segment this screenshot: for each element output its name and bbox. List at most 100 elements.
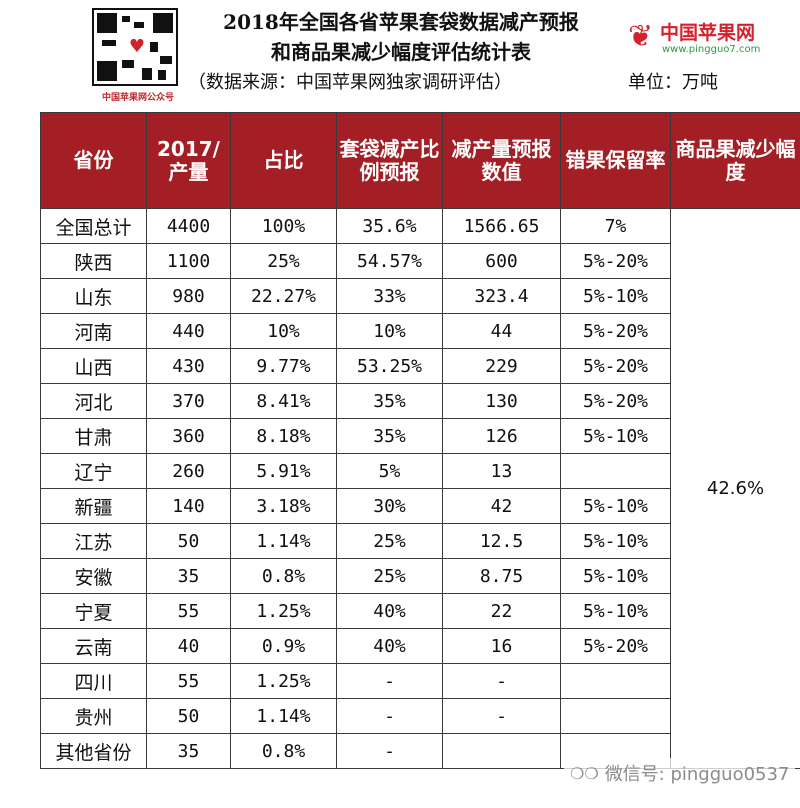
output-cell: 260: [146, 453, 231, 489]
watermark-text: 微信号: pingguo0537: [604, 764, 790, 785]
logo-url: www.pingguo7.com: [662, 44, 761, 55]
province-cell: 江苏: [40, 523, 147, 559]
bag-cut-cell: 30%: [336, 488, 443, 524]
table-row: 宁夏 55 1.25% 40% 22 5%-10%: [40, 593, 800, 629]
cut-amount-cell: 130: [442, 383, 561, 419]
qr-caption: 中国苹果网公众号: [101, 93, 174, 103]
retention-cell: 5%-20%: [560, 628, 671, 664]
share-cell: 9.77%: [230, 348, 337, 384]
bag-cut-cell: 54.57%: [336, 243, 443, 279]
cut-amount-cell: 44: [442, 313, 561, 349]
cut-amount-cell: 600: [442, 243, 561, 279]
bag-cut-cell: -: [336, 733, 443, 769]
province-cell: 辽宁: [40, 453, 147, 489]
bag-cut-cell: 25%: [336, 558, 443, 594]
output-cell: 370: [146, 383, 231, 419]
table-row: 安徽 35 0.8% 25% 8.75 5%-10%: [40, 558, 800, 594]
cut-amount-cell: 13: [442, 453, 561, 489]
cut-amount-cell: -: [442, 698, 561, 734]
table-row: 全国总计 4400 100% 35.6% 1566.65 7% 42.6%: [40, 208, 800, 769]
share-cell: 0.8%: [230, 558, 337, 594]
province-cell: 宁夏: [40, 593, 147, 629]
cut-amount-cell: 229: [442, 348, 561, 384]
cut-amount-cell: 323.4: [442, 278, 561, 314]
province-cell: 山东: [40, 278, 147, 314]
table-header-row: 省份 2017/产量 占比 套袋减产比例预报 减产量预报数值 错果保留率 商品果…: [40, 112, 800, 209]
retention-cell: 5%-10%: [560, 278, 671, 314]
cut-amount-cell: 42: [442, 488, 561, 524]
province-cell: 全国总计: [40, 208, 147, 244]
province-cell: 云南: [40, 628, 147, 664]
column-header: 商品果减少幅度: [670, 112, 800, 209]
output-cell: 1100: [146, 243, 231, 279]
apple-heart-icon: ♥: [128, 36, 146, 57]
output-cell: 55: [146, 663, 231, 699]
retention-cell: 5%-20%: [560, 383, 671, 419]
page-title-line2: 和商品果减少幅度评估统计表: [271, 40, 531, 64]
retention-cell: [560, 698, 671, 734]
output-cell: 55: [146, 593, 231, 629]
column-header: 占比: [230, 112, 337, 209]
table-row: 贵州 50 1.14% - -: [40, 698, 800, 734]
retention-cell: 7%: [560, 208, 671, 244]
bag-cut-cell: 35%: [336, 383, 443, 419]
output-cell: 40: [146, 628, 231, 664]
cut-amount-cell: 126: [442, 418, 561, 454]
share-cell: 1.14%: [230, 698, 337, 734]
share-cell: 8.41%: [230, 383, 337, 419]
cut-amount-cell: 1566.65: [442, 208, 561, 244]
output-cell: 4400: [146, 208, 231, 244]
cut-amount-cell: 12.5: [442, 523, 561, 559]
unit-label: 单位：万吨: [628, 72, 718, 93]
output-cell: 440: [146, 313, 231, 349]
bag-cut-cell: 40%: [336, 628, 443, 664]
wechat-icon: ❍❍: [570, 763, 599, 783]
table-row: 河南 440 10% 10% 44 5%-20%: [40, 313, 800, 349]
output-cell: 140: [146, 488, 231, 524]
share-cell: 3.18%: [230, 488, 337, 524]
province-cell: 其他省份: [40, 733, 147, 769]
brand-logo: ❦ 中国苹果网 www.pingguo7.com: [628, 18, 792, 62]
output-cell: 430: [146, 348, 231, 384]
share-cell: 0.9%: [230, 628, 337, 664]
retention-cell: 5%-20%: [560, 313, 671, 349]
share-cell: 100%: [230, 208, 337, 244]
column-header: 减产量预报数值: [442, 112, 561, 209]
bag-cut-cell: 40%: [336, 593, 443, 629]
bag-cut-cell: -: [336, 663, 443, 699]
data-source-note: （数据来源：中国苹果网独家调研评估）: [188, 72, 512, 93]
output-cell: 360: [146, 418, 231, 454]
apple-logo-icon: ❦: [628, 19, 654, 54]
output-cell: 980: [146, 278, 231, 314]
output-cell: 35: [146, 558, 231, 594]
retention-cell: 5%-10%: [560, 523, 671, 559]
table-row: 山东 980 22.27% 33% 323.4 5%-10%: [40, 278, 800, 314]
bag-cut-cell: 35%: [336, 418, 443, 454]
share-cell: 0.8%: [230, 733, 337, 769]
bag-cut-cell: 5%: [336, 453, 443, 489]
retention-cell: 5%-20%: [560, 243, 671, 279]
cut-amount-cell: -: [442, 663, 561, 699]
output-cell: 50: [146, 523, 231, 559]
share-cell: 1.25%: [230, 593, 337, 629]
province-cell: 安徽: [40, 558, 147, 594]
share-cell: 25%: [230, 243, 337, 279]
table-row: 河北 370 8.41% 35% 130 5%-20%: [40, 383, 800, 419]
retention-cell: 5%-10%: [560, 418, 671, 454]
bag-cut-cell: 35.6%: [336, 208, 443, 244]
retention-cell: 5%-20%: [560, 348, 671, 384]
share-cell: 10%: [230, 313, 337, 349]
retention-cell: [560, 453, 671, 489]
cut-amount-cell: [442, 733, 561, 769]
bag-cut-cell: 25%: [336, 523, 443, 559]
share-cell: 5.91%: [230, 453, 337, 489]
province-cell: 河南: [40, 313, 147, 349]
statistics-table: 省份 2017/产量 占比 套袋减产比例预报 减产量预报数值 错果保留率 商品果…: [40, 112, 800, 769]
table-row: 陕西 1100 25% 54.57% 600 5%-20%: [40, 243, 800, 279]
cut-amount-cell: 16: [442, 628, 561, 664]
province-cell: 贵州: [40, 698, 147, 734]
column-header: 套袋减产比例预报: [336, 112, 443, 209]
page-header: ♥ 中国苹果网公众号 2018年全国各省苹果套袋数据减产预报 和商品果减少幅度评…: [0, 0, 800, 112]
output-cell: 50: [146, 698, 231, 734]
bag-cut-cell: 33%: [336, 278, 443, 314]
